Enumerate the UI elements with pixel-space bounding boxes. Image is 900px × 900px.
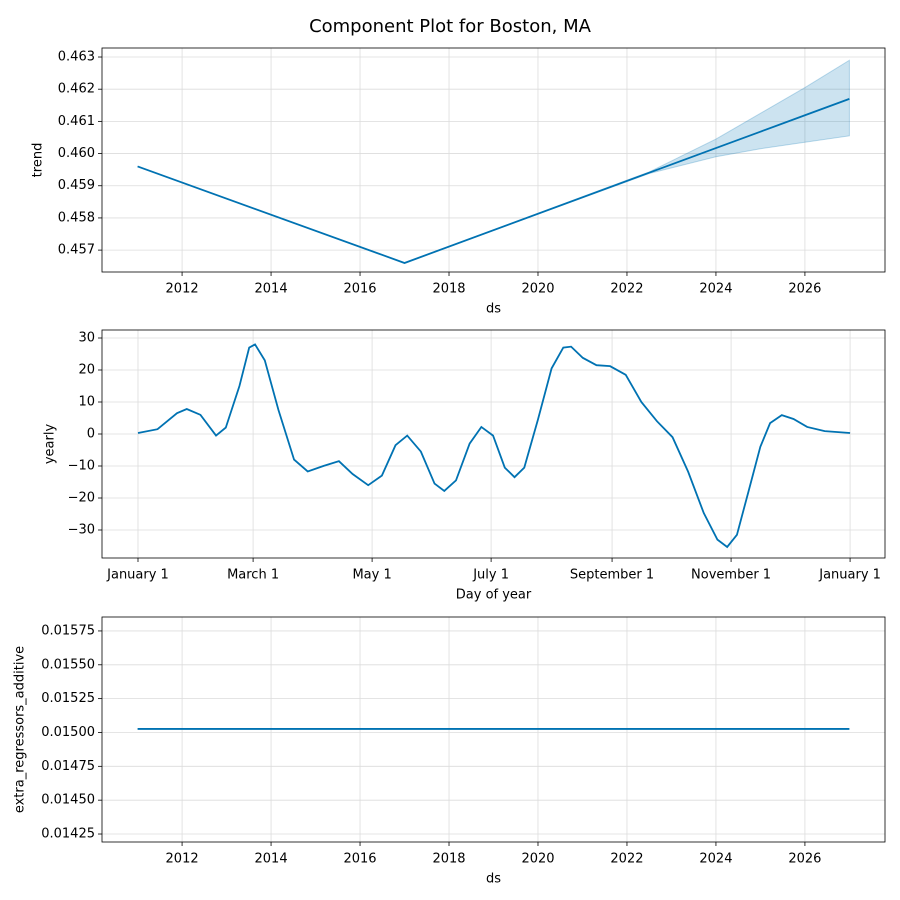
y-tick-label: 0.463 [58, 50, 95, 65]
x-tick-label: 2018 [432, 852, 465, 867]
x-tick-label: 2016 [343, 282, 376, 297]
y-tick-label: 0.01550 [41, 657, 95, 672]
y-tick-label: −10 [68, 459, 95, 474]
x-tick-label: 2026 [788, 282, 821, 297]
y-tick-label: 0.461 [58, 114, 95, 129]
y-axis-label: trend [31, 143, 46, 178]
x-tick-label: 2022 [610, 852, 643, 867]
x-tick-label: 2020 [521, 852, 554, 867]
x-tick-label: 2012 [166, 852, 199, 867]
y-tick-label: 0.458 [58, 210, 95, 225]
axes-frame [101, 616, 886, 843]
y-tick-label: −20 [68, 491, 95, 506]
x-tick-label: 2016 [343, 852, 376, 867]
x-tick-label: March 1 [227, 568, 279, 583]
x-tick-label: September 1 [570, 568, 654, 583]
x-tick-label: May 1 [352, 568, 391, 583]
y-tick-label: 0.01500 [41, 725, 95, 740]
x-tick-label: July 1 [472, 568, 509, 583]
uncertainty-band [137, 59, 850, 264]
figure-title: Component Plot for Boston, MA [309, 16, 592, 37]
x-tick-label: January 1 [106, 568, 169, 583]
line [137, 98, 850, 264]
y-axis-label: yearly [43, 424, 58, 465]
x-axis-label: ds [486, 872, 501, 887]
x-axis-label: ds [486, 302, 501, 317]
y-tick-label: −30 [68, 523, 95, 538]
x-tick-label: 2022 [610, 282, 643, 297]
y-tick-label: 30 [78, 331, 95, 346]
y-tick-label: 0.457 [58, 243, 95, 258]
y-tick-label: 0.462 [58, 82, 95, 97]
x-tick-label: 2014 [255, 282, 288, 297]
x-tick-label: 2020 [521, 282, 554, 297]
y-tick-label: 0.01525 [41, 691, 95, 706]
y-tick-label: 0 [87, 427, 95, 442]
y-tick-label: 0.459 [58, 178, 95, 193]
y-tick-label: 0.01575 [41, 623, 95, 638]
y-tick-label: 0.01475 [41, 759, 95, 774]
x-tick-label: January 1 [818, 568, 881, 583]
y-tick-label: 10 [78, 395, 95, 410]
x-tick-label: 2012 [166, 282, 199, 297]
x-tick-label: 2024 [699, 852, 732, 867]
x-axis-label: Day of year [456, 588, 532, 603]
x-tick-label: 2014 [255, 852, 288, 867]
y-tick-label: 20 [78, 363, 95, 378]
y-axis-label: extra_regressors_additive [13, 646, 28, 813]
axes-frame [101, 329, 886, 559]
axes-frame [101, 47, 886, 273]
y-tick-label: 0.01450 [41, 793, 95, 808]
x-tick-label: November 1 [691, 568, 771, 583]
x-tick-label: 2026 [788, 852, 821, 867]
y-tick-label: 0.01425 [41, 827, 95, 842]
x-tick-label: 2018 [432, 282, 465, 297]
x-tick-label: 2024 [699, 282, 732, 297]
y-tick-label: 0.460 [58, 146, 95, 161]
line [137, 343, 851, 549]
